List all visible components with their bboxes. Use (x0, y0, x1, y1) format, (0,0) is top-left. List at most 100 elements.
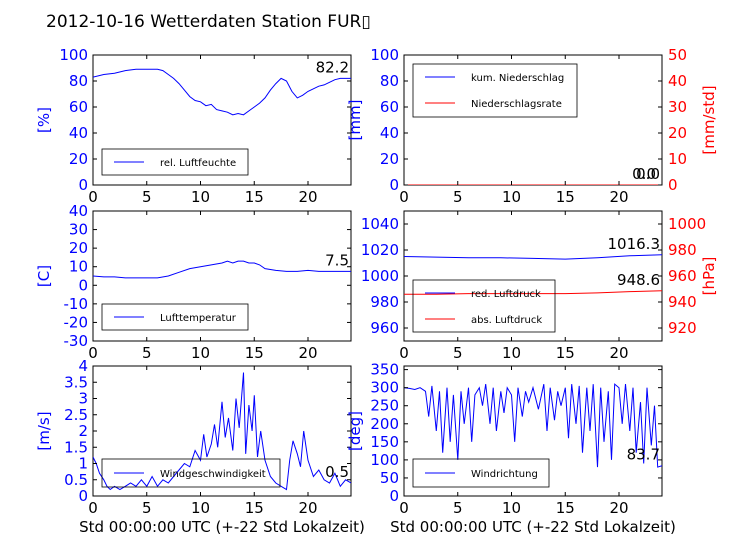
y-tick-label: 100 (370, 451, 399, 469)
y-tick-label: 980 (370, 293, 399, 311)
figure-title: 2012-10-16 Wetterdaten Station FUR▯ (46, 12, 371, 32)
y-tick-label: 30 (69, 221, 88, 239)
y-tick-label: 1040 (361, 215, 399, 233)
y-tick-label: 4 (78, 357, 88, 375)
series-line-winddirection-0 (404, 383, 662, 468)
series-line-humidity-0 (93, 68, 351, 116)
y-tick-label: 1020 (361, 241, 399, 259)
y-tick-label: 1.5 (64, 438, 88, 456)
x-tick-label: 0 (88, 188, 98, 206)
x-tick-label: 10 (502, 344, 521, 362)
x-tick-label: 5 (142, 499, 152, 517)
x-tick-label: 15 (556, 344, 575, 362)
last-value-label: 83.7 (627, 446, 660, 464)
legend-box (412, 63, 578, 118)
legend-label: abs. Luftdruck (471, 315, 542, 326)
y2-axis-label: [hPa] (700, 257, 718, 296)
last-value-label: 7.5 (325, 251, 349, 269)
y-tick-label: 150 (370, 433, 399, 451)
y-tick-label: 2 (78, 422, 88, 440)
y-tick-label: 1000 (361, 267, 399, 285)
y-axis-label: [m/s] (35, 411, 53, 450)
y-tick-label: 250 (370, 397, 399, 415)
y-tick-label: 100 (59, 46, 88, 64)
y-axis-label: [mm] (346, 100, 364, 141)
x-tick-label: 20 (609, 188, 628, 206)
x-axis-label: Std 00:00:00 UTC (+-22 Std Lokalzeit) (79, 518, 365, 536)
last-value-label: 948.6 (617, 271, 660, 289)
y-tick-label: 60 (380, 98, 399, 116)
last-value-label: 82.2 (316, 58, 349, 76)
x-tick-label: 10 (191, 188, 210, 206)
x-tick-label: 15 (245, 344, 264, 362)
y-tick-label: 350 (370, 361, 399, 379)
y-tick-label: 0 (78, 276, 88, 294)
last-value-label: 0.0 (632, 165, 656, 183)
x-tick-label: 5 (453, 344, 463, 362)
x-tick-label: 20 (298, 344, 317, 362)
series-line-temperature-0 (93, 260, 351, 279)
chart-humidity: 0 5 10 15 20 0 20 40 60 80 100 [%] 82.2 rel. Luftfeuc… (35, 46, 352, 206)
x-tick-label: 5 (453, 499, 463, 517)
x-tick-label: 20 (609, 344, 628, 362)
x-tick-label: 15 (556, 188, 575, 206)
x-tick-label: 15 (245, 499, 264, 517)
y-tick-label: 10 (69, 258, 88, 276)
y-tick-label: 0 (78, 176, 88, 194)
x-tick-label: 10 (191, 499, 210, 517)
y-tick-label: 200 (370, 415, 399, 433)
x-tick-label: 0 (399, 499, 409, 517)
y2-tick-label: 40 (668, 72, 687, 90)
y2-tick-label: 30 (668, 98, 687, 116)
last-value-label: 0.0 (636, 165, 660, 183)
legend-label: Niederschlagsrate (471, 99, 562, 110)
legend-label: red. Luftdruck (471, 289, 541, 300)
x-tick-label: 20 (298, 188, 317, 206)
y-tick-label: 50 (380, 469, 399, 487)
y-tick-label: 20 (380, 150, 399, 168)
series-line-pressure-1 (404, 290, 662, 295)
y-tick-label: 100 (370, 46, 399, 64)
legend-box (101, 458, 281, 488)
y-tick-label: 20 (69, 150, 88, 168)
plot-frame (92, 365, 352, 497)
y-axis-label: [C] (35, 265, 53, 287)
x-tick-label: 10 (502, 188, 521, 206)
y2-tick-label: 10 (668, 150, 687, 168)
y-tick-label: 3.5 (64, 373, 88, 391)
x-tick-label: 5 (142, 188, 152, 206)
y-tick-label: 3 (78, 390, 88, 408)
y-axis-label: [%] (35, 107, 53, 133)
y-tick-label: -10 (64, 295, 89, 313)
y2-tick-label: 1000 (668, 215, 706, 233)
chart-pressure: 0 5 10 15 20 960 980 1000 1020 1040 920 940 960 980 10… (361, 210, 718, 362)
legend-label: Windrichtung (471, 469, 538, 480)
y-tick-label: 60 (69, 98, 88, 116)
y-tick-label: 0 (389, 176, 399, 194)
y-tick-label: 0 (389, 487, 399, 505)
legend-box (412, 279, 556, 333)
y2-axis-label: [mm/std] (700, 85, 718, 154)
last-value-label: 1016.3 (608, 235, 661, 253)
legend-label: Lufttemperatur (160, 313, 237, 324)
x-tick-label: 10 (502, 499, 521, 517)
y-tick-label: 20 (69, 239, 88, 257)
x-tick-label: 20 (609, 499, 628, 517)
y2-tick-label: 50 (668, 46, 687, 64)
y2-tick-label: 920 (668, 319, 697, 337)
x-tick-label: 0 (88, 344, 98, 362)
x-tick-label: 15 (556, 499, 575, 517)
y-tick-label: -30 (64, 332, 89, 350)
plot-frame (92, 54, 352, 186)
y-tick-label: 40 (69, 124, 88, 142)
legend-box (101, 303, 249, 331)
y-tick-label: 0.5 (64, 471, 88, 489)
y-tick-label: 40 (380, 124, 399, 142)
y-tick-label: 40 (69, 202, 88, 220)
y2-tick-label: 20 (668, 124, 687, 142)
y2-tick-label: 980 (668, 241, 697, 259)
y2-tick-label: 0 (668, 176, 678, 194)
